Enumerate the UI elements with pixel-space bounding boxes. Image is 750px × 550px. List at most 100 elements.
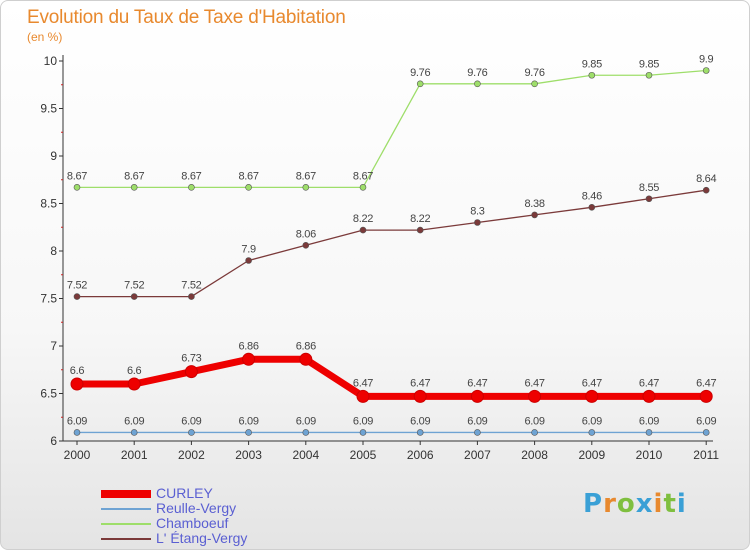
legend-label: Reulle-Vergy [156,500,237,516]
data-point [702,429,710,436]
data-point [588,71,596,79]
x-tick-label: 2005 [350,448,377,462]
data-label: 9.76 [410,67,430,79]
data-label: 6.09 [582,415,602,427]
series-line-3 [76,189,707,298]
data-label: 7.52 [181,280,201,292]
data-point [73,429,81,436]
data-point [245,257,252,264]
data-label: 8.64 [696,173,716,185]
data-label: 6.09 [238,415,258,427]
data-label: 6.09 [467,415,487,427]
legend-label: CURLEY [156,485,213,501]
data-label: 6.47 [639,377,659,389]
data-label: 9.76 [524,67,544,79]
data-label: 6.47 [696,377,716,389]
data-label: 6.09 [296,415,316,427]
series-line-0 [73,355,710,400]
x-tick-label: 2003 [235,448,262,462]
data-label: 6.09 [124,415,144,427]
data-label: 8.67 [353,170,373,182]
data-point [130,429,138,436]
proxiti-logo: Proxiti [583,489,687,519]
data-label: 7.52 [124,280,144,292]
data-point [130,293,138,300]
data-point [416,429,424,436]
data-label: 6.47 [353,377,373,389]
data-point [242,352,256,366]
data-label: 6.09 [410,415,430,427]
x-tick-label: 2001 [121,448,148,462]
data-point [416,226,424,234]
data-point [70,377,84,391]
y-tick-label: 7 [50,339,57,353]
data-label: 6.09 [696,415,716,427]
data-point [130,184,138,191]
data-point [588,204,596,211]
data-point [702,186,710,194]
data-label: 9.76 [467,67,487,79]
data-label: 8.3 [470,206,485,218]
data-label: 6.47 [582,377,602,389]
data-point [188,429,195,436]
legend-swatch [101,523,151,525]
y-tick-label: 8 [50,244,57,258]
data-label: 8.38 [524,198,544,210]
x-tick-label: 2002 [178,448,205,462]
data-point [359,226,367,234]
y-tick-label: 9.5 [40,102,57,116]
data-point [245,184,252,191]
data-label: 6.6 [70,365,85,377]
x-tick-label: 2007 [464,448,491,462]
data-label: 6.86 [238,340,258,352]
data-label: 8.22 [410,213,430,225]
data-label: 7.52 [67,280,87,292]
data-point [302,429,310,436]
data-point [588,429,596,436]
data-label: 6.09 [181,415,201,427]
data-point [531,80,538,88]
data-label: 6.09 [524,415,544,427]
data-label: 6.09 [67,415,87,427]
data-label: 8.06 [296,228,316,240]
data-point [73,184,81,191]
data-point [245,429,252,436]
y-tick-label: 7.5 [40,292,57,306]
data-point [184,365,198,379]
data-point [359,429,367,436]
x-tick-label: 2011 [693,448,719,462]
x-tick-label: 2000 [64,448,91,462]
data-label: 6.09 [353,415,373,427]
data-point [127,377,141,391]
data-label: 8.46 [582,190,602,202]
data-point [474,80,481,88]
data-point [73,293,81,300]
data-point [531,429,538,436]
data-point [416,80,424,88]
data-point [413,389,427,403]
data-label: 6.47 [524,377,544,389]
legend-swatch [101,508,151,510]
data-point [188,184,195,191]
data-label: 6.47 [410,377,430,389]
data-label: 8.55 [639,182,659,194]
data-point [645,195,653,203]
data-label: 9.85 [582,58,602,70]
data-label: 8.67 [67,170,87,182]
data-point [702,67,710,74]
x-tick-label: 2008 [521,448,548,462]
data-point [645,71,653,79]
data-label: 8.67 [296,170,316,182]
data-label: 7.9 [241,244,256,256]
data-label: 8.22 [353,213,373,225]
data-point [474,429,481,436]
data-point [356,389,370,403]
data-label: 9.9 [699,54,714,66]
y-tick-label: 6.5 [40,387,57,401]
data-point [645,429,653,436]
data-point [359,184,367,191]
data-point [299,352,313,366]
data-point [531,211,538,219]
data-label: 8.67 [124,170,144,182]
